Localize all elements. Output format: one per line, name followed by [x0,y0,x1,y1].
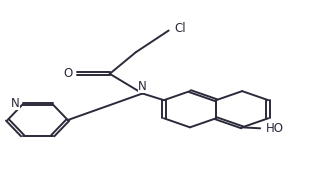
Text: O: O [64,67,73,80]
Text: HO: HO [266,122,284,135]
Text: N: N [138,80,147,92]
Text: N: N [11,97,19,110]
Text: Cl: Cl [175,22,186,35]
